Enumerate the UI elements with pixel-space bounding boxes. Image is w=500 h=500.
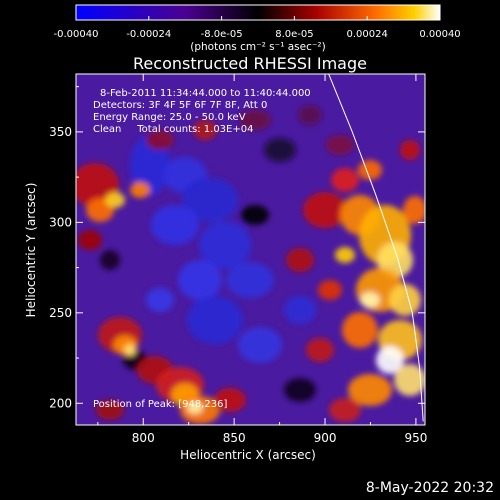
annotation-energy: Energy Range: 25.0 - 50.0 keV (93, 112, 246, 123)
heatmap-patch (286, 248, 314, 272)
heatmap-patch (151, 205, 199, 245)
heatmap-patch (389, 284, 421, 316)
y-tick-label: 250 (49, 306, 72, 320)
heatmap-patch (348, 374, 392, 406)
plot-area (76, 74, 425, 425)
heatmap-patch (284, 378, 316, 402)
heatmap-patch (193, 120, 217, 140)
heatmap-patch (187, 296, 243, 344)
heatmap-patch (335, 247, 355, 263)
heatmap-patch (182, 178, 238, 222)
y-axis-ticks: 200 250 300 350 (49, 86, 425, 410)
heatmap-patch (303, 192, 347, 228)
colorbar-unit-label: (photons cm⁻² s⁻¹ asec⁻²) (190, 41, 325, 53)
heatmap-patch (226, 262, 274, 298)
colorbar (75, 4, 441, 21)
flux-heatmap (76, 105, 425, 424)
heatmap-patch (306, 338, 334, 362)
y-axis-label: Heliocentric Y (arcsec) (24, 183, 38, 318)
heatmap-patch (130, 182, 150, 198)
heatmap-patch (105, 192, 125, 208)
heatmap-patch (264, 138, 296, 162)
heatmap-patch (284, 296, 316, 324)
heatmap-patch (96, 400, 124, 420)
heatmap-patch (329, 398, 361, 422)
colorbar-ticks: -0.00040 -0.00024 -8.0e-05 8.0e-05 0.00024 0.… (54, 16, 461, 40)
y-tick-label: 300 (49, 215, 72, 229)
x-tick-label: 850 (223, 431, 246, 445)
heatmap-patch (124, 344, 136, 356)
heatmap-patch (146, 130, 174, 150)
solar-limb-curve (328, 74, 424, 422)
heatmap-patch (360, 292, 380, 308)
heatmap-patch (298, 105, 322, 125)
colorbar-tick-label: 0.00040 (419, 29, 460, 40)
heatmap-patch (358, 160, 382, 180)
heatmap-patch (78, 230, 102, 250)
heatmap-patch (241, 205, 269, 225)
heatmap-patch (326, 135, 354, 155)
heatmap-patch (187, 402, 203, 414)
heatmap-patch (238, 327, 282, 363)
x-axis-label: Heliocentric X (arcsec) (180, 448, 316, 462)
colorbar-tick-label: -8.0e-05 (201, 29, 243, 40)
y-tick-label: 350 (49, 125, 72, 139)
colorbar-tick-label: 8.0e-05 (275, 29, 313, 40)
heatmap-patch (342, 312, 378, 348)
x-axis-ticks: 800 850 900 950 (97, 74, 427, 445)
annotation-time: 8-Feb-2011 11:34:44.000 to 11:40:44.000 (100, 88, 311, 99)
generation-date: 8-May-2022 20:32 (365, 480, 494, 496)
annotation-clean: Clean Total counts: 1.03E+04 (93, 124, 253, 135)
heatmap-patch (376, 346, 404, 374)
colorbar-tick-label: -0.00024 (126, 29, 171, 40)
chart-title: Reconstructed RHESSI Image (133, 54, 367, 73)
heatmap-patch (394, 364, 425, 396)
heatmap-patch (214, 388, 246, 412)
heatmap-patch (146, 288, 174, 312)
annotation-detectors: Detectors: 3F 4F 5F 6F 7F 8F, Att 0 (93, 100, 267, 111)
heatmap-patch (178, 260, 222, 300)
heatmap-patch (100, 250, 120, 270)
heatmap-patch (239, 110, 271, 130)
x-tick-label: 900 (314, 431, 337, 445)
colorbar-tick-label: 0.00024 (347, 29, 388, 40)
plot-frame (75, 73, 426, 426)
heatmap-patch (403, 196, 425, 224)
heatmap-patch (318, 280, 342, 300)
heatmap-patch (199, 221, 251, 269)
x-tick-label: 800 (132, 431, 155, 445)
y-tick-label: 200 (49, 396, 72, 410)
annotation-peak-position: Position of Peak: [948,236] (93, 399, 227, 410)
colorbar-tick-label: -0.00040 (54, 29, 99, 40)
heatmap-patch (331, 168, 359, 192)
heatmap-patch (400, 140, 420, 160)
x-tick-label: 950 (404, 431, 427, 445)
